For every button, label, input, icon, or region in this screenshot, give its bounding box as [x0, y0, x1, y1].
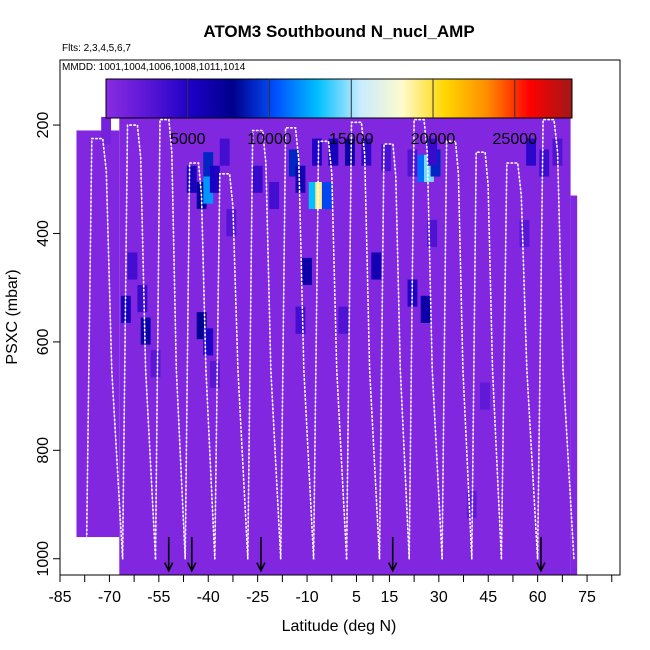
colorbar-tick-label: 25000 [493, 131, 538, 148]
x-tick-label: -25 [246, 589, 269, 606]
heatmap-cell [203, 152, 214, 180]
flight-profile [536, 118, 575, 560]
heatmap-cell [308, 181, 319, 210]
plot-frame [59, 59, 621, 576]
flight-profile [441, 140, 473, 560]
heatmap-cell [338, 306, 349, 334]
x-tick-label: 75 [578, 589, 596, 606]
heatmap-cell [209, 165, 220, 193]
arrow-head [536, 562, 546, 573]
heatmap-cell [526, 138, 536, 166]
x-tick-label: 5 [352, 589, 361, 606]
x-tick-label: -85 [48, 589, 71, 606]
heatmap-cell [420, 295, 431, 323]
colorbar-tick-label: 5000 [170, 131, 206, 148]
heatmap-cell [219, 138, 230, 166]
coverage-region [570, 195, 578, 576]
flight-profile [85, 137, 124, 560]
x-tick-label: 60 [529, 589, 547, 606]
x-tick-label: -70 [98, 589, 121, 606]
x-tick-label: -40 [197, 589, 220, 606]
heatmap-cell [315, 181, 326, 210]
heatmap-cell [539, 149, 550, 177]
heatmap-cell [427, 138, 438, 166]
colorbar-bar [105, 78, 573, 119]
heatmap-cell [302, 257, 312, 285]
heatmap-cell [312, 138, 322, 166]
heatmap-cell [552, 138, 563, 166]
heatmap-cell [137, 284, 148, 313]
heatmap-cell [519, 219, 530, 248]
y-tick-label: 1000 [35, 541, 52, 577]
y-tick-label: 600 [35, 328, 52, 355]
flight-profile [312, 140, 348, 560]
heatmap-cell [424, 154, 434, 182]
dates-annotation: MMDD: 1001,1004,1006,1008,1011,1014 [62, 62, 246, 73]
heatmap-cell [269, 181, 280, 210]
flights-annotation: Flts: 2,3,4,5,6,7 [62, 43, 131, 54]
heatmap-cell [466, 490, 477, 519]
x-tick-label: 45 [479, 589, 497, 606]
flight-profile [471, 151, 503, 560]
coverage-region [76, 130, 120, 538]
x-tick-label: 30 [430, 589, 448, 606]
flight-profile [247, 129, 282, 560]
y-tick-label: 400 [35, 220, 52, 247]
heatmap-cell [203, 328, 214, 356]
heatmap-cell [295, 306, 306, 334]
colorbar: 5000 10000 15000 20000 25000 [105, 78, 573, 148]
heatmap-cell [361, 138, 372, 166]
colorbar-tick-label: 10000 [247, 131, 292, 148]
heatmap-cell [381, 144, 392, 172]
arrow-head [387, 562, 398, 573]
flight-profile [378, 143, 410, 560]
flight-profile [500, 162, 539, 560]
heatmap-cell [101, 116, 112, 145]
heatmap-cell [150, 350, 161, 378]
heatmap-cell [295, 165, 306, 193]
flight-profile [345, 121, 381, 560]
heatmap-cell [226, 209, 237, 237]
y-axis-label: PSXC (mbar) [4, 269, 21, 364]
heatmap-cell [209, 360, 220, 388]
flight-profile [214, 173, 249, 560]
flight-profile [279, 127, 315, 560]
x-tick-label: -10 [295, 589, 318, 606]
heatmap-cell [140, 317, 151, 345]
y-axis: 200 400 600 800 1000 [35, 112, 60, 577]
flight-profile [408, 118, 443, 560]
heatmap-cell [427, 219, 438, 248]
heatmap-cell [321, 181, 332, 210]
heatmap-cell [186, 165, 197, 193]
colorbar-tick-label: 20000 [411, 131, 456, 148]
heatmap-cell [196, 312, 207, 340]
chart-title: ATOM3 Southbound N_nucl_AMP [203, 22, 474, 41]
x-axis-label: Latitude (deg N) [282, 618, 397, 635]
arrow-head [187, 562, 197, 573]
heatmap-cell [371, 252, 382, 280]
flight-profile [154, 118, 186, 560]
heatmap-cell [480, 382, 490, 410]
heatmap-cell [407, 149, 418, 177]
y-tick-label: 800 [35, 437, 52, 464]
arrow-head [256, 562, 266, 573]
colorbar-tick-label: 15000 [329, 131, 374, 148]
flight-profile [184, 162, 216, 560]
arrow-head [163, 562, 174, 573]
flight-profile [121, 124, 157, 560]
heatmap-cell [344, 138, 355, 166]
x-tick-label: -55 [147, 589, 170, 606]
heatmap-cell [252, 165, 263, 193]
x-tick-label: 15 [381, 589, 399, 606]
heatmap-cell [288, 149, 299, 177]
plot-content [76, 108, 578, 576]
heatmap-cell [127, 252, 138, 280]
y-tick-label: 200 [35, 112, 52, 139]
x-axis: -85 -70 -55 -40 -25 -10 5 15 30 45 60 75 [48, 575, 613, 606]
heatmap-cell [328, 138, 339, 166]
heatmap-cell [417, 154, 428, 182]
heatmap-cell [203, 176, 214, 204]
